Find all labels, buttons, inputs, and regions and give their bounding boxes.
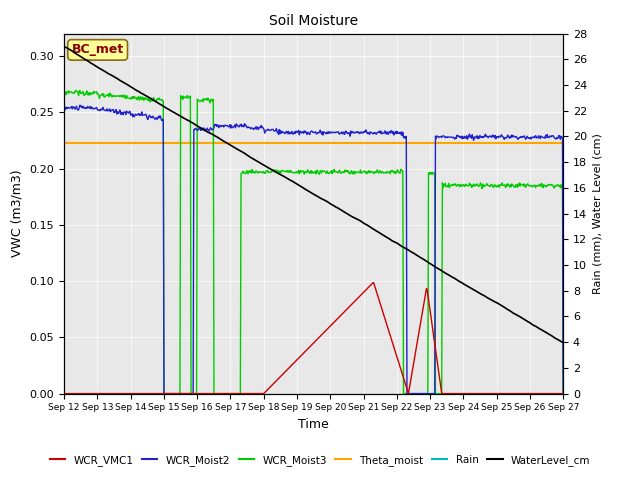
Legend: WCR_VMC1, WCR_Moist2, WCR_Moist3, Theta_moist, Rain, WaterLevel_cm: WCR_VMC1, WCR_Moist2, WCR_Moist3, Theta_… (45, 451, 595, 470)
X-axis label: Time: Time (298, 418, 329, 431)
Title: Soil Moisture: Soil Moisture (269, 14, 358, 28)
Y-axis label: Rain (mm), Water Level (cm): Rain (mm), Water Level (cm) (593, 133, 603, 294)
Y-axis label: VWC (m3/m3): VWC (m3/m3) (11, 170, 24, 257)
Text: BC_met: BC_met (72, 43, 124, 56)
